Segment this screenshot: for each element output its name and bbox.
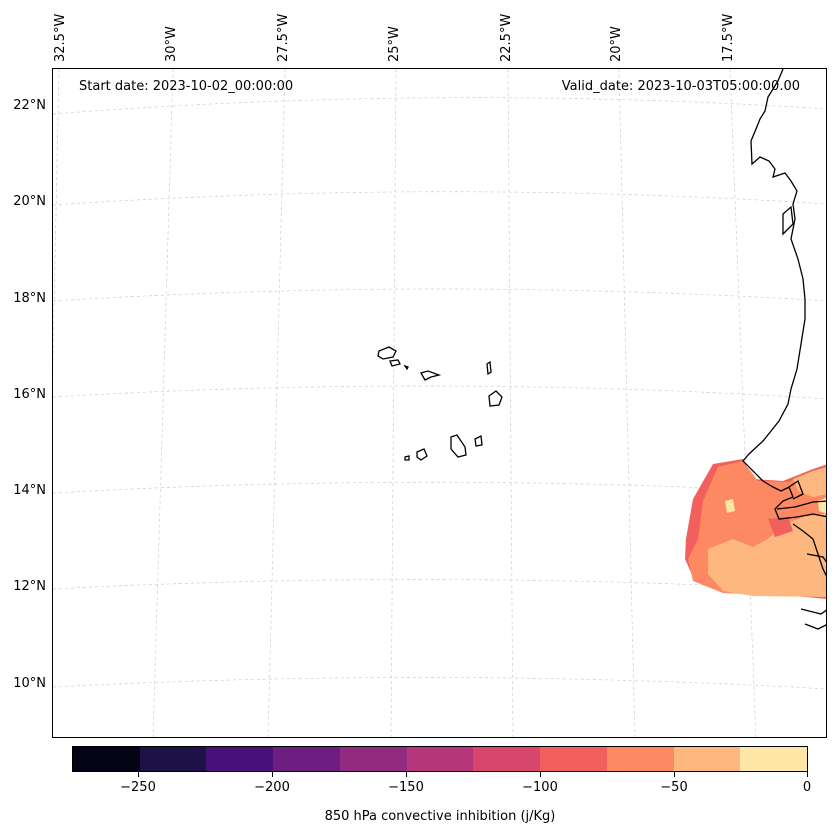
colorbar-segment [206, 747, 274, 771]
colorbar-tick-label: −50 [660, 780, 688, 795]
coastline [742, 69, 826, 630]
lat-label-16n: 16°N [13, 387, 46, 402]
island-sal [486, 360, 492, 376]
lon-label-30w: 30°W [164, 26, 179, 62]
colorbar-tick [138, 772, 139, 777]
lon-label-32-5w: 32.5°W [53, 13, 68, 62]
cin-region-pale-2 [725, 499, 735, 513]
colorbar-segment [73, 747, 140, 771]
lon-label-20w: 20°W [609, 26, 624, 62]
island-sao-nicolau [420, 370, 442, 381]
colorbar-segment [606, 747, 674, 771]
valid-date-label: Valid_date: 2023-10-03T05:00:00.00 [561, 79, 800, 94]
cin-region-dark-2 [768, 517, 793, 537]
colorbar-tick [272, 772, 273, 777]
lon-label-27-5w: 27.5°W [276, 13, 291, 62]
island-boa-vista [488, 390, 503, 407]
lat-label-14n: 14°N [13, 483, 46, 498]
start-date-label: Start date: 2023-10-02_00:00:00 [79, 79, 294, 94]
lon-label-25w: 25°W [387, 26, 402, 62]
colorbar-segment [540, 747, 607, 771]
lat-label-10n: 10°N [13, 676, 46, 691]
colorbar-segment [339, 747, 407, 771]
gridlines [53, 69, 826, 737]
lat-label-12n: 12°N [13, 579, 46, 594]
colorbar-segment [139, 747, 207, 771]
lat-label-18n: 18°N [13, 291, 46, 306]
colorbar-tick-label: −100 [522, 780, 558, 795]
colorbar-tick [807, 772, 808, 777]
colorbar-tick-label: −250 [120, 780, 156, 795]
colorbar-title: 850 hPa convective inhibition (j/Kg) [324, 809, 556, 824]
cin-region-light [708, 513, 826, 597]
lat-label-22n: 22°N [13, 98, 46, 113]
colorbar-tick [674, 772, 675, 777]
colorbar [72, 746, 808, 772]
island-maio [474, 435, 483, 447]
colorbar-tick [406, 772, 407, 777]
island-sao-vicente [389, 359, 401, 367]
island-brava [404, 455, 410, 461]
colorbar-segment [273, 747, 340, 771]
island-fogo [416, 448, 428, 461]
map-canvas [53, 69, 826, 737]
island-santiago [450, 434, 467, 458]
colorbar-tick-label: −200 [254, 780, 290, 795]
lon-label-17-5w: 17.5°W [721, 13, 736, 62]
island-santa-luzia [403, 364, 409, 371]
map-panel: Start date: 2023-10-02_00:00:00 Valid_da… [52, 68, 827, 738]
colorbar-segment [406, 747, 474, 771]
cape-verde-islands [377, 346, 503, 461]
cin-contours [685, 459, 826, 599]
colorbar-tick [540, 772, 541, 777]
island-santo-antao [377, 346, 397, 360]
colorbar-segment [673, 747, 741, 771]
lat-label-20n: 20°N [13, 194, 46, 209]
colorbar-tick-label: −150 [388, 780, 424, 795]
colorbar-segment [473, 747, 541, 771]
lon-label-22-5w: 22.5°W [499, 13, 514, 62]
colorbar-segment [740, 747, 808, 771]
colorbar-tick-label: 0 [802, 780, 812, 795]
